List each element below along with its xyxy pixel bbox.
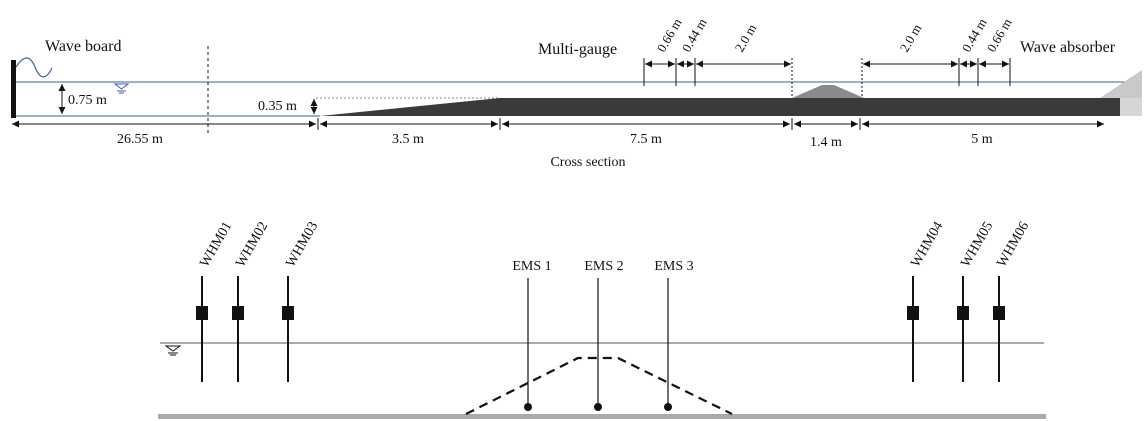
dimension-line: 26.55 m 3.5 m 7.5 m 1.4 m 5 m: [12, 118, 1104, 150]
velocity-meter-ems2: EMS 2: [584, 259, 624, 411]
wave-gauge-whm02: WHM02: [232, 219, 271, 382]
spacing-label: 0.66 m: [984, 16, 1015, 55]
gauge-label: WHM01: [197, 219, 235, 270]
gauge-array-left: 0.66 m 0.44 m 2.0 m: [643, 16, 793, 96]
wave-curve-icon: [15, 57, 53, 78]
spacing-label: 2.0 m: [732, 21, 760, 54]
step-height-label: 0.35 m: [258, 99, 297, 114]
water-level-icon: [164, 345, 182, 356]
cross-section-caption: Cross section: [550, 155, 625, 170]
wave-absorber-base: [1120, 98, 1142, 116]
gauge-array-right: 2.0 m 0.44 m 0.66 m: [861, 16, 1015, 96]
segment-label: 5 m: [971, 132, 993, 147]
gauge-label: WHM05: [958, 219, 996, 270]
cross-section-view: Wave board 0.75 m 0.35 m Multi-gauge Wav…: [11, 16, 1142, 170]
segment-label: 3.5 m: [392, 132, 424, 147]
breakwater-outline: [465, 356, 733, 415]
velocity-meter-ems3: EMS 3: [654, 259, 694, 411]
flume-bed: [158, 414, 1046, 419]
wave-gauge-whm05: WHM05: [957, 219, 996, 382]
velocity-meter-label: EMS 1: [512, 259, 551, 274]
wave-gauge-whm03: WHM03: [282, 219, 321, 382]
breakwater: [792, 85, 864, 98]
wave-gauge-whm06: WHM06: [993, 219, 1032, 382]
wave-gauge-whm01: WHM01: [196, 219, 235, 382]
spacing-label: 2.0 m: [897, 21, 925, 54]
instrument-layout-view: WHM01 WHM02 WHM03 EMS 1 EMS 2 EMS 3: [158, 219, 1046, 419]
wave-board-paddle: [11, 60, 16, 118]
spacing-label: 0.44 m: [679, 16, 710, 55]
velocity-meter-label: EMS 2: [584, 259, 623, 274]
depth-label: 0.75 m: [68, 93, 107, 108]
gauge-label: WHM03: [283, 219, 321, 270]
water-level-icon: [113, 83, 130, 94]
raised-floor: [500, 98, 1120, 116]
segment-label: 7.5 m: [630, 132, 662, 147]
multi-gauge-label: Multi-gauge: [538, 41, 617, 58]
velocity-meter-ems1: EMS 1: [512, 259, 552, 411]
segment-label: 1.4 m: [810, 135, 842, 150]
wave-board-label: Wave board: [45, 38, 121, 55]
wave-gauge-whm04: WHM04: [907, 219, 946, 382]
segment-label: 26.55 m: [117, 132, 163, 147]
gauge-label: WHM06: [994, 219, 1032, 270]
gauge-label: WHM04: [908, 219, 946, 270]
velocity-meter-label: EMS 3: [654, 259, 693, 274]
wave-absorber: [1100, 70, 1142, 98]
wave-absorber-label: Wave absorber: [1020, 39, 1116, 56]
gauge-label: WHM02: [233, 219, 271, 270]
slope: [320, 98, 500, 116]
